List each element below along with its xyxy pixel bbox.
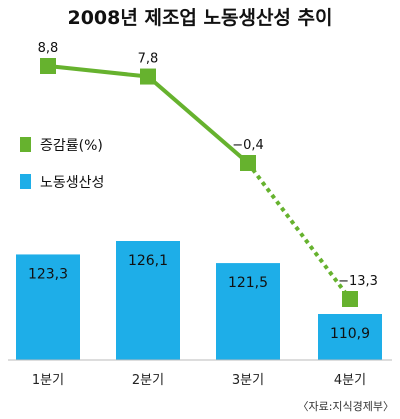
legend-swatch-change-rate [20,137,31,152]
bar-3 [216,263,280,360]
line-value-label-2: 7,8 [138,52,159,67]
bar-value-label-4: 110,9 [330,326,370,342]
category-label-2: 2분기 [132,373,164,388]
line-layer: 8,8 7,8 −0,4 −13,3 [38,41,378,307]
category-label-3: 3분기 [232,373,264,388]
line-value-label-3: −0,4 [232,138,264,153]
line-value-label-4: −13,3 [338,274,378,289]
line-segment-1 [47,64,149,79]
source-note: 〈자료:지식경제부〉 [297,400,394,413]
legend-label-change-rate: 증감률(%) [40,138,103,154]
bar-value-label-3: 121,5 [228,275,268,291]
line-point-1 [40,58,56,74]
bar-value-label-2: 126,1 [128,253,168,269]
chart-title: 2008년 제조업 노동생산성 추이 [67,7,332,29]
category-label-1: 1분기 [32,373,64,388]
line-segment-2 [146,75,250,165]
category-label-4: 4분기 [334,373,366,388]
bar-2 [116,241,180,360]
bar-4 [318,314,382,360]
legend-swatch-productivity [20,174,31,189]
bars-layer: 123,3 126,1 121,5 110,9 [16,241,382,360]
category-layer: 1분기 2분기 3분기 4분기 [32,373,366,388]
line-value-label-1: 8,8 [38,41,59,56]
bar-1 [16,254,80,360]
line-point-2 [140,68,156,85]
bar-value-label-1: 123,3 [28,266,68,282]
line-point-4 [342,291,358,307]
legend-label-productivity: 노동생산성 [40,175,104,191]
line-point-3 [240,154,256,171]
legend: 증감률(%) 노동생산성 [12,126,154,204]
legend-box [12,126,154,204]
